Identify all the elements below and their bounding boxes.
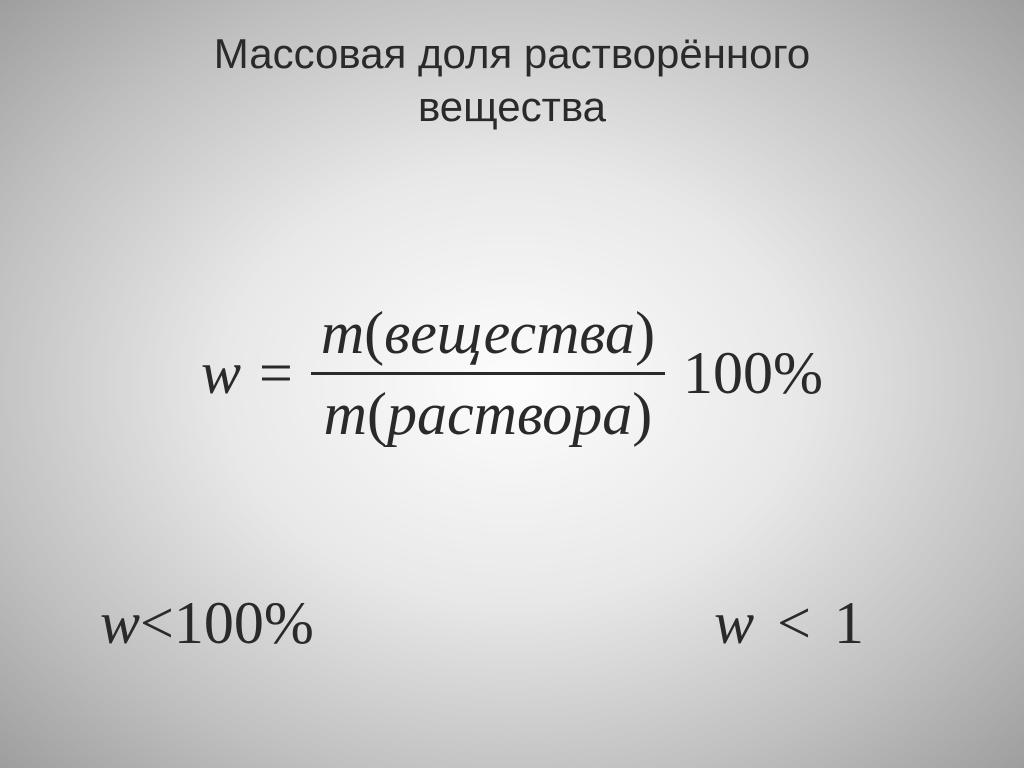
fraction-bar — [311, 372, 665, 375]
numerator-var: m — [321, 300, 364, 366]
equals-sign: = — [259, 339, 293, 408]
fraction: m(вещества) m(раствора) — [311, 300, 665, 447]
denominator-paren-open: ( — [367, 381, 387, 447]
main-formula: w = m(вещества) m(раствора) 100% — [0, 300, 1024, 447]
slide: Массовая доля растворённого вещества w =… — [0, 0, 1024, 768]
numerator-paren-open: ( — [364, 300, 384, 366]
numerator: m(вещества) — [311, 300, 665, 366]
multiplier: 100% — [683, 339, 823, 408]
denominator: m(раствора) — [314, 381, 663, 447]
numerator-paren-close: ) — [635, 300, 655, 366]
title-line-2: вещества — [418, 83, 606, 130]
ineq-left-op: < — [140, 590, 174, 656]
denominator-paren-close: ) — [632, 381, 652, 447]
ineq-right-var: w — [714, 590, 754, 656]
inequality-left: w<100% — [100, 589, 314, 658]
numerator-text: вещества — [384, 300, 635, 366]
ineq-right-rhs: 1 — [834, 590, 864, 656]
formula-lhs: w — [201, 339, 241, 408]
title-line-1: Массовая доля растворённого — [214, 30, 811, 77]
denominator-text: раствора — [387, 381, 632, 447]
ineq-left-var: w — [100, 590, 140, 656]
inequality-right: w < 1 — [714, 589, 864, 658]
denominator-var: m — [324, 381, 367, 447]
ineq-left-rhs: 100% — [174, 590, 314, 656]
page-title: Массовая доля растворённого вещества — [0, 28, 1024, 133]
ineq-right-op: < — [769, 590, 819, 656]
